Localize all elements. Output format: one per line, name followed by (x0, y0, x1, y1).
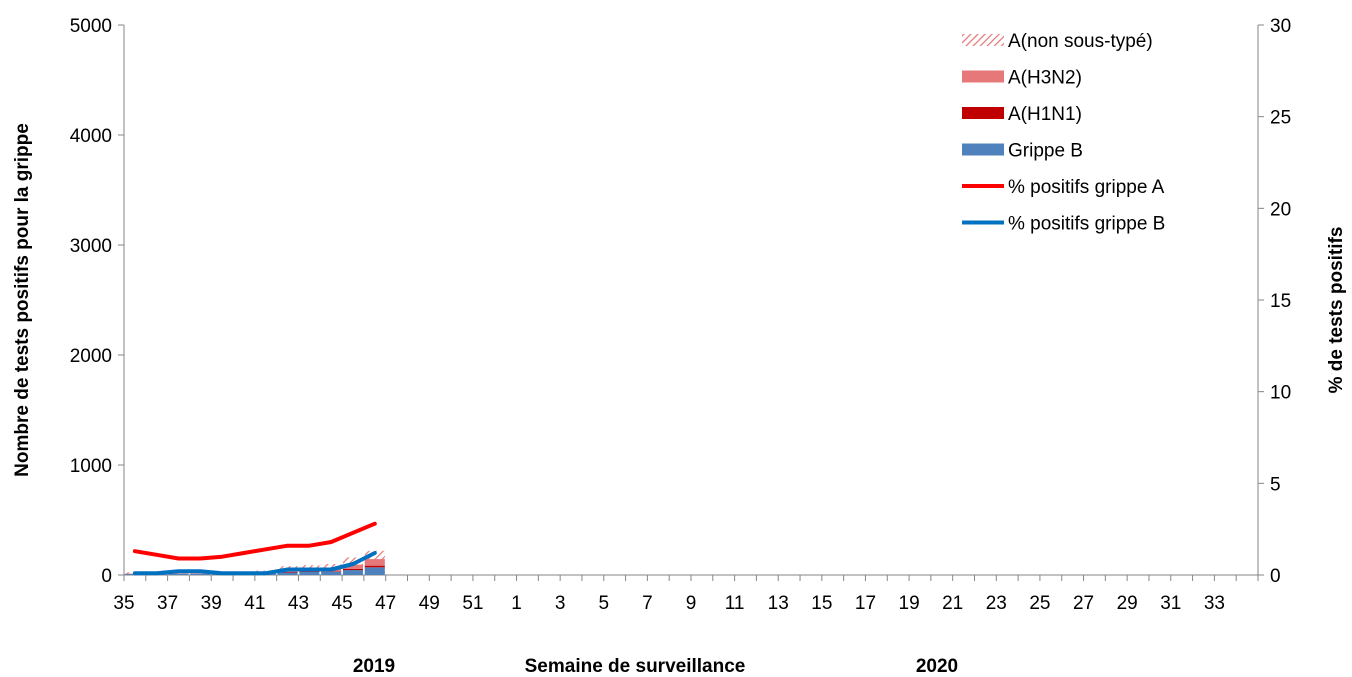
y-right-tick-label: 15 (1270, 291, 1291, 312)
x-axis-title: Semaine de surveillance (525, 656, 746, 677)
year-label-2020: 2020 (916, 656, 958, 677)
legend: A(non sous-typé) A(H3N2) A(H1N1) Grippe B % … (962, 31, 1165, 235)
bar-grippe-b (364, 567, 385, 575)
x-tick-label: 7 (642, 593, 653, 614)
y-left-tick-label: 2000 (70, 346, 112, 367)
x-tick-label: 41 (244, 593, 265, 614)
year-label-2019: 2019 (353, 656, 395, 677)
x-tick-label: 9 (686, 593, 697, 614)
x-tick-label: 5 (598, 593, 609, 614)
bar-grippe-b (321, 571, 342, 575)
bar-grippe-b (277, 572, 298, 575)
bar-grippe-b (168, 573, 189, 575)
plot-frame (123, 25, 1259, 576)
legend-swatch-box (962, 107, 1004, 119)
legend-label: A(non sous-typé) (1008, 31, 1153, 52)
bar-a-h3n2- (168, 573, 189, 574)
lines-layer (132, 521, 377, 576)
bar-a-non-sous-typ- (299, 565, 320, 570)
bar-a-h3n2- (364, 559, 385, 566)
x-tick-label: 27 (1073, 593, 1094, 614)
legend-label: % positifs grippe A (1008, 177, 1165, 198)
bar-grippe-b (299, 571, 320, 575)
bar-a-h1n1- (277, 572, 298, 573)
x-tick-label: 15 (811, 593, 832, 614)
x-tick-label: 21 (942, 593, 963, 614)
y-right-tick-label: 5 (1270, 474, 1281, 495)
x-tick-label: 39 (201, 593, 222, 614)
y-right-tick-label: 20 (1270, 199, 1291, 220)
x-tick-label: 45 (332, 593, 353, 614)
x-tick-label: 33 (1204, 593, 1225, 614)
x-tick-label: 49 (419, 593, 440, 614)
legend-label: A(H1N1) (1008, 104, 1082, 125)
x-tick-label: 37 (157, 593, 178, 614)
x-tick-label: 23 (986, 593, 1007, 614)
x-tick-label: 19 (899, 593, 920, 614)
y-left-tick-label: 5000 (70, 16, 112, 37)
x-tick-label: 25 (1029, 593, 1050, 614)
legend-label: % positifs grippe B (1008, 214, 1165, 235)
x-tick-label: 47 (375, 593, 396, 614)
x-tick-label: 43 (288, 593, 309, 614)
bar-a-h3n2- (342, 564, 364, 569)
x-tick-label: 1 (511, 593, 522, 614)
legend-swatch-box (962, 70, 1004, 83)
line--positifs-grippe-a (132, 521, 377, 561)
y-right-tick-label: 25 (1270, 108, 1291, 129)
x-tick-label: 51 (462, 593, 483, 614)
legend-label: A(H3N2) (1008, 68, 1082, 89)
bar-a-h1n1- (342, 568, 364, 571)
bar-a-h3n2- (190, 573, 211, 574)
bar-grippe-b (190, 573, 211, 575)
legend-swatch-box (962, 34, 1004, 46)
bar-a-h1n1- (364, 565, 385, 568)
y-left-tick-label: 1000 (70, 456, 112, 477)
y-right-tick-label: 30 (1270, 16, 1291, 37)
x-tick-label: 17 (855, 593, 876, 614)
x-tick-label: 29 (1117, 593, 1138, 614)
legend-label: Grippe B (1008, 141, 1083, 162)
x-tick-label: 11 (725, 593, 745, 614)
legend-swatch-box (962, 143, 1004, 156)
bar-a-h1n1- (299, 571, 320, 572)
bar-grippe-b (342, 570, 364, 575)
line--positifs-grippe-b (132, 551, 377, 576)
bar-a-non-sous-typ- (321, 564, 342, 569)
y-left-tick-label: 3000 (70, 236, 112, 257)
y-right-tick-label: 10 (1270, 383, 1291, 404)
x-tick-label: 3 (555, 593, 566, 614)
y-axis-right-title: % de tests positifs (1326, 227, 1347, 394)
bar-a-non-sous-typ- (342, 557, 364, 565)
x-tick-label: 13 (768, 593, 789, 614)
y-axis-left-title: Nombre de tests positifs pour la grippe (12, 123, 33, 477)
y-right-tick-label: 0 (1270, 566, 1281, 587)
x-tick-label: 35 (113, 593, 134, 614)
y-left-tick-label: 4000 (70, 126, 112, 147)
y-left-tick-label: 0 (101, 566, 112, 587)
x-tick-label: 31 (1160, 593, 1181, 614)
